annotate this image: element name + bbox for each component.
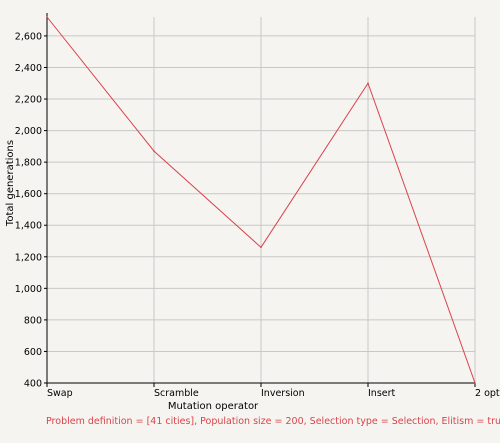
y-tick-label: 2,000 bbox=[15, 126, 42, 137]
x-axis-label: Mutation operator bbox=[168, 401, 259, 412]
x-tick-label: Insert bbox=[368, 388, 396, 399]
y-tick-label: 1,600 bbox=[15, 189, 42, 200]
data-point bbox=[474, 382, 476, 384]
y-tick-label: 400 bbox=[24, 379, 42, 390]
y-axis-label: Total generations bbox=[5, 140, 16, 227]
series bbox=[46, 16, 476, 384]
data-point bbox=[260, 246, 262, 249]
y-tick-label: 1,800 bbox=[15, 158, 42, 169]
labels: Total generations Mutation operator Prob… bbox=[5, 140, 500, 427]
y-tick-label: 2,600 bbox=[15, 31, 42, 42]
x-tick-label: Inversion bbox=[261, 388, 305, 399]
y-tick-label: 1,000 bbox=[15, 284, 42, 295]
y-tick-label: 800 bbox=[24, 315, 42, 326]
x-tick-label: Swap bbox=[47, 388, 73, 399]
y-tick-label: 2,200 bbox=[15, 95, 42, 106]
y-tick-label: 2,400 bbox=[15, 63, 42, 74]
footnote: Problem definition = [41 cities], Popula… bbox=[46, 416, 500, 427]
y-tick-label: 1,200 bbox=[15, 252, 42, 263]
y-tick-label: 1,400 bbox=[15, 221, 42, 232]
data-point bbox=[367, 82, 369, 85]
axes: 400 600 800 1,000 1,200 1,400 1,600 1,800 2,000 2… bbox=[15, 13, 500, 399]
data-point bbox=[153, 150, 155, 152]
x-tick-label: 2 opt bbox=[475, 388, 500, 399]
x-tick-label: Scramble bbox=[154, 388, 199, 399]
y-tick-label: 600 bbox=[24, 347, 42, 358]
data-point bbox=[46, 16, 48, 18]
